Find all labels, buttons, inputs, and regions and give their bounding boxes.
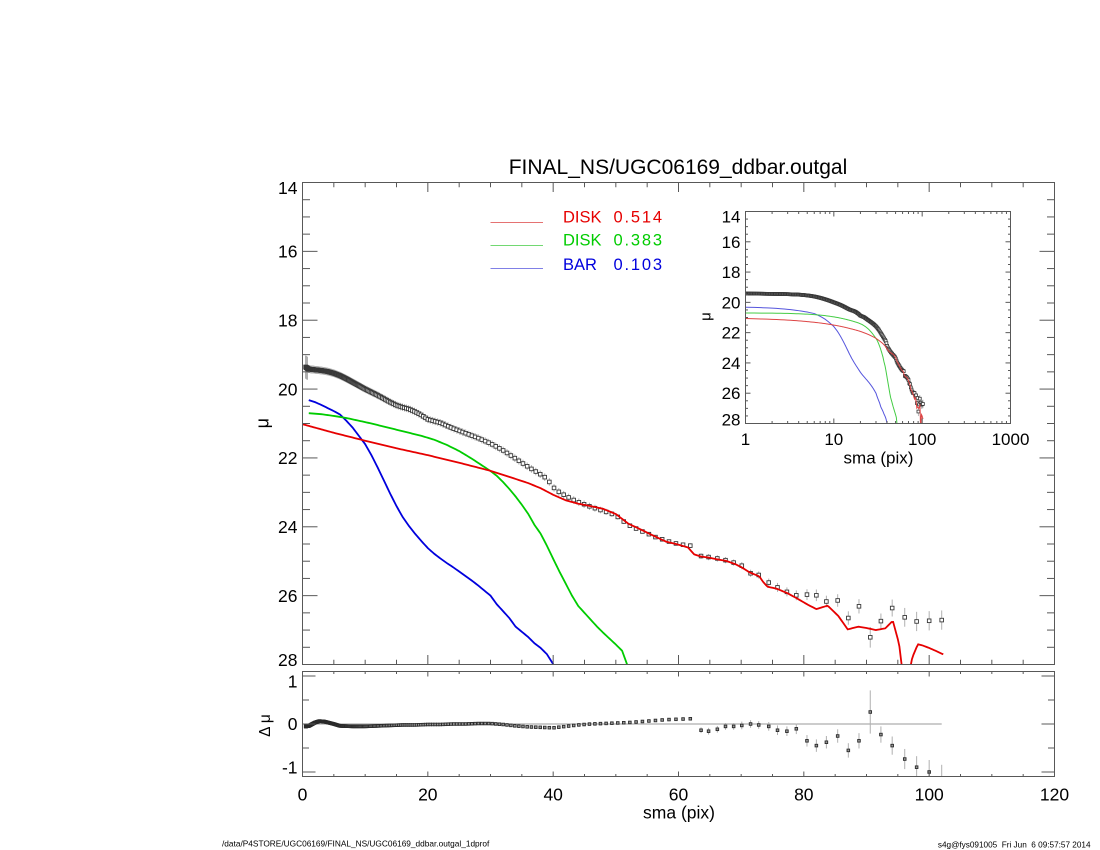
svg-text:-1: -1 [282, 758, 298, 778]
svg-text:100: 100 [908, 430, 936, 449]
svg-text:0: 0 [298, 785, 308, 805]
svg-text:26: 26 [722, 384, 741, 403]
svg-text:0.103: 0.103 [614, 256, 664, 274]
svg-text:28: 28 [722, 411, 741, 430]
svg-text:10: 10 [824, 430, 843, 449]
svg-text:60: 60 [669, 785, 689, 805]
svg-text:sma (pix): sma (pix) [844, 449, 914, 468]
svg-text:24: 24 [278, 517, 298, 537]
svg-text:/data/P4STORE/UGC06169/FINAL_N: /data/P4STORE/UGC06169/FINAL_NS/UGC06169… [222, 839, 490, 849]
svg-text:22: 22 [722, 324, 741, 343]
svg-text:Δ μ: Δ μ [257, 714, 274, 737]
svg-text:16: 16 [278, 242, 297, 262]
svg-text:s4g@fys091005 Fri Jun 6 09:5: s4g@fys091005 Fri Jun 6 09:57:57 2014 [938, 841, 1091, 850]
svg-text:20: 20 [722, 293, 741, 312]
svg-text:sma (pix): sma (pix) [643, 803, 715, 823]
svg-text:14: 14 [722, 208, 741, 227]
svg-text:BAR: BAR [563, 256, 597, 274]
svg-text:18: 18 [722, 263, 741, 282]
svg-text:μ: μ [698, 312, 715, 321]
svg-text:FINAL_NS/UGC06169_ddbar.outgal: FINAL_NS/UGC06169_ddbar.outgal [509, 156, 848, 179]
svg-text:26: 26 [278, 586, 297, 606]
svg-text:1: 1 [741, 430, 750, 449]
svg-text:1000: 1000 [992, 430, 1030, 449]
svg-text:20: 20 [418, 785, 438, 805]
svg-text:μ: μ [253, 418, 273, 428]
svg-text:100: 100 [915, 785, 944, 805]
svg-text:DISK: DISK [563, 232, 602, 250]
svg-text:14: 14 [278, 178, 298, 198]
svg-text:22: 22 [278, 448, 297, 468]
svg-text:0: 0 [288, 714, 298, 734]
svg-text:DISK: DISK [563, 208, 602, 226]
svg-text:1: 1 [288, 672, 298, 692]
svg-text:120: 120 [1040, 785, 1069, 805]
svg-text:80: 80 [794, 785, 814, 805]
svg-text:20: 20 [278, 379, 298, 399]
svg-text:0.383: 0.383 [614, 232, 664, 250]
svg-text:18: 18 [278, 310, 297, 330]
svg-text:0.514: 0.514 [614, 208, 664, 226]
svg-text:28: 28 [278, 650, 297, 670]
svg-text:16: 16 [722, 233, 741, 252]
svg-text:24: 24 [722, 354, 741, 373]
svg-text:40: 40 [543, 785, 563, 805]
